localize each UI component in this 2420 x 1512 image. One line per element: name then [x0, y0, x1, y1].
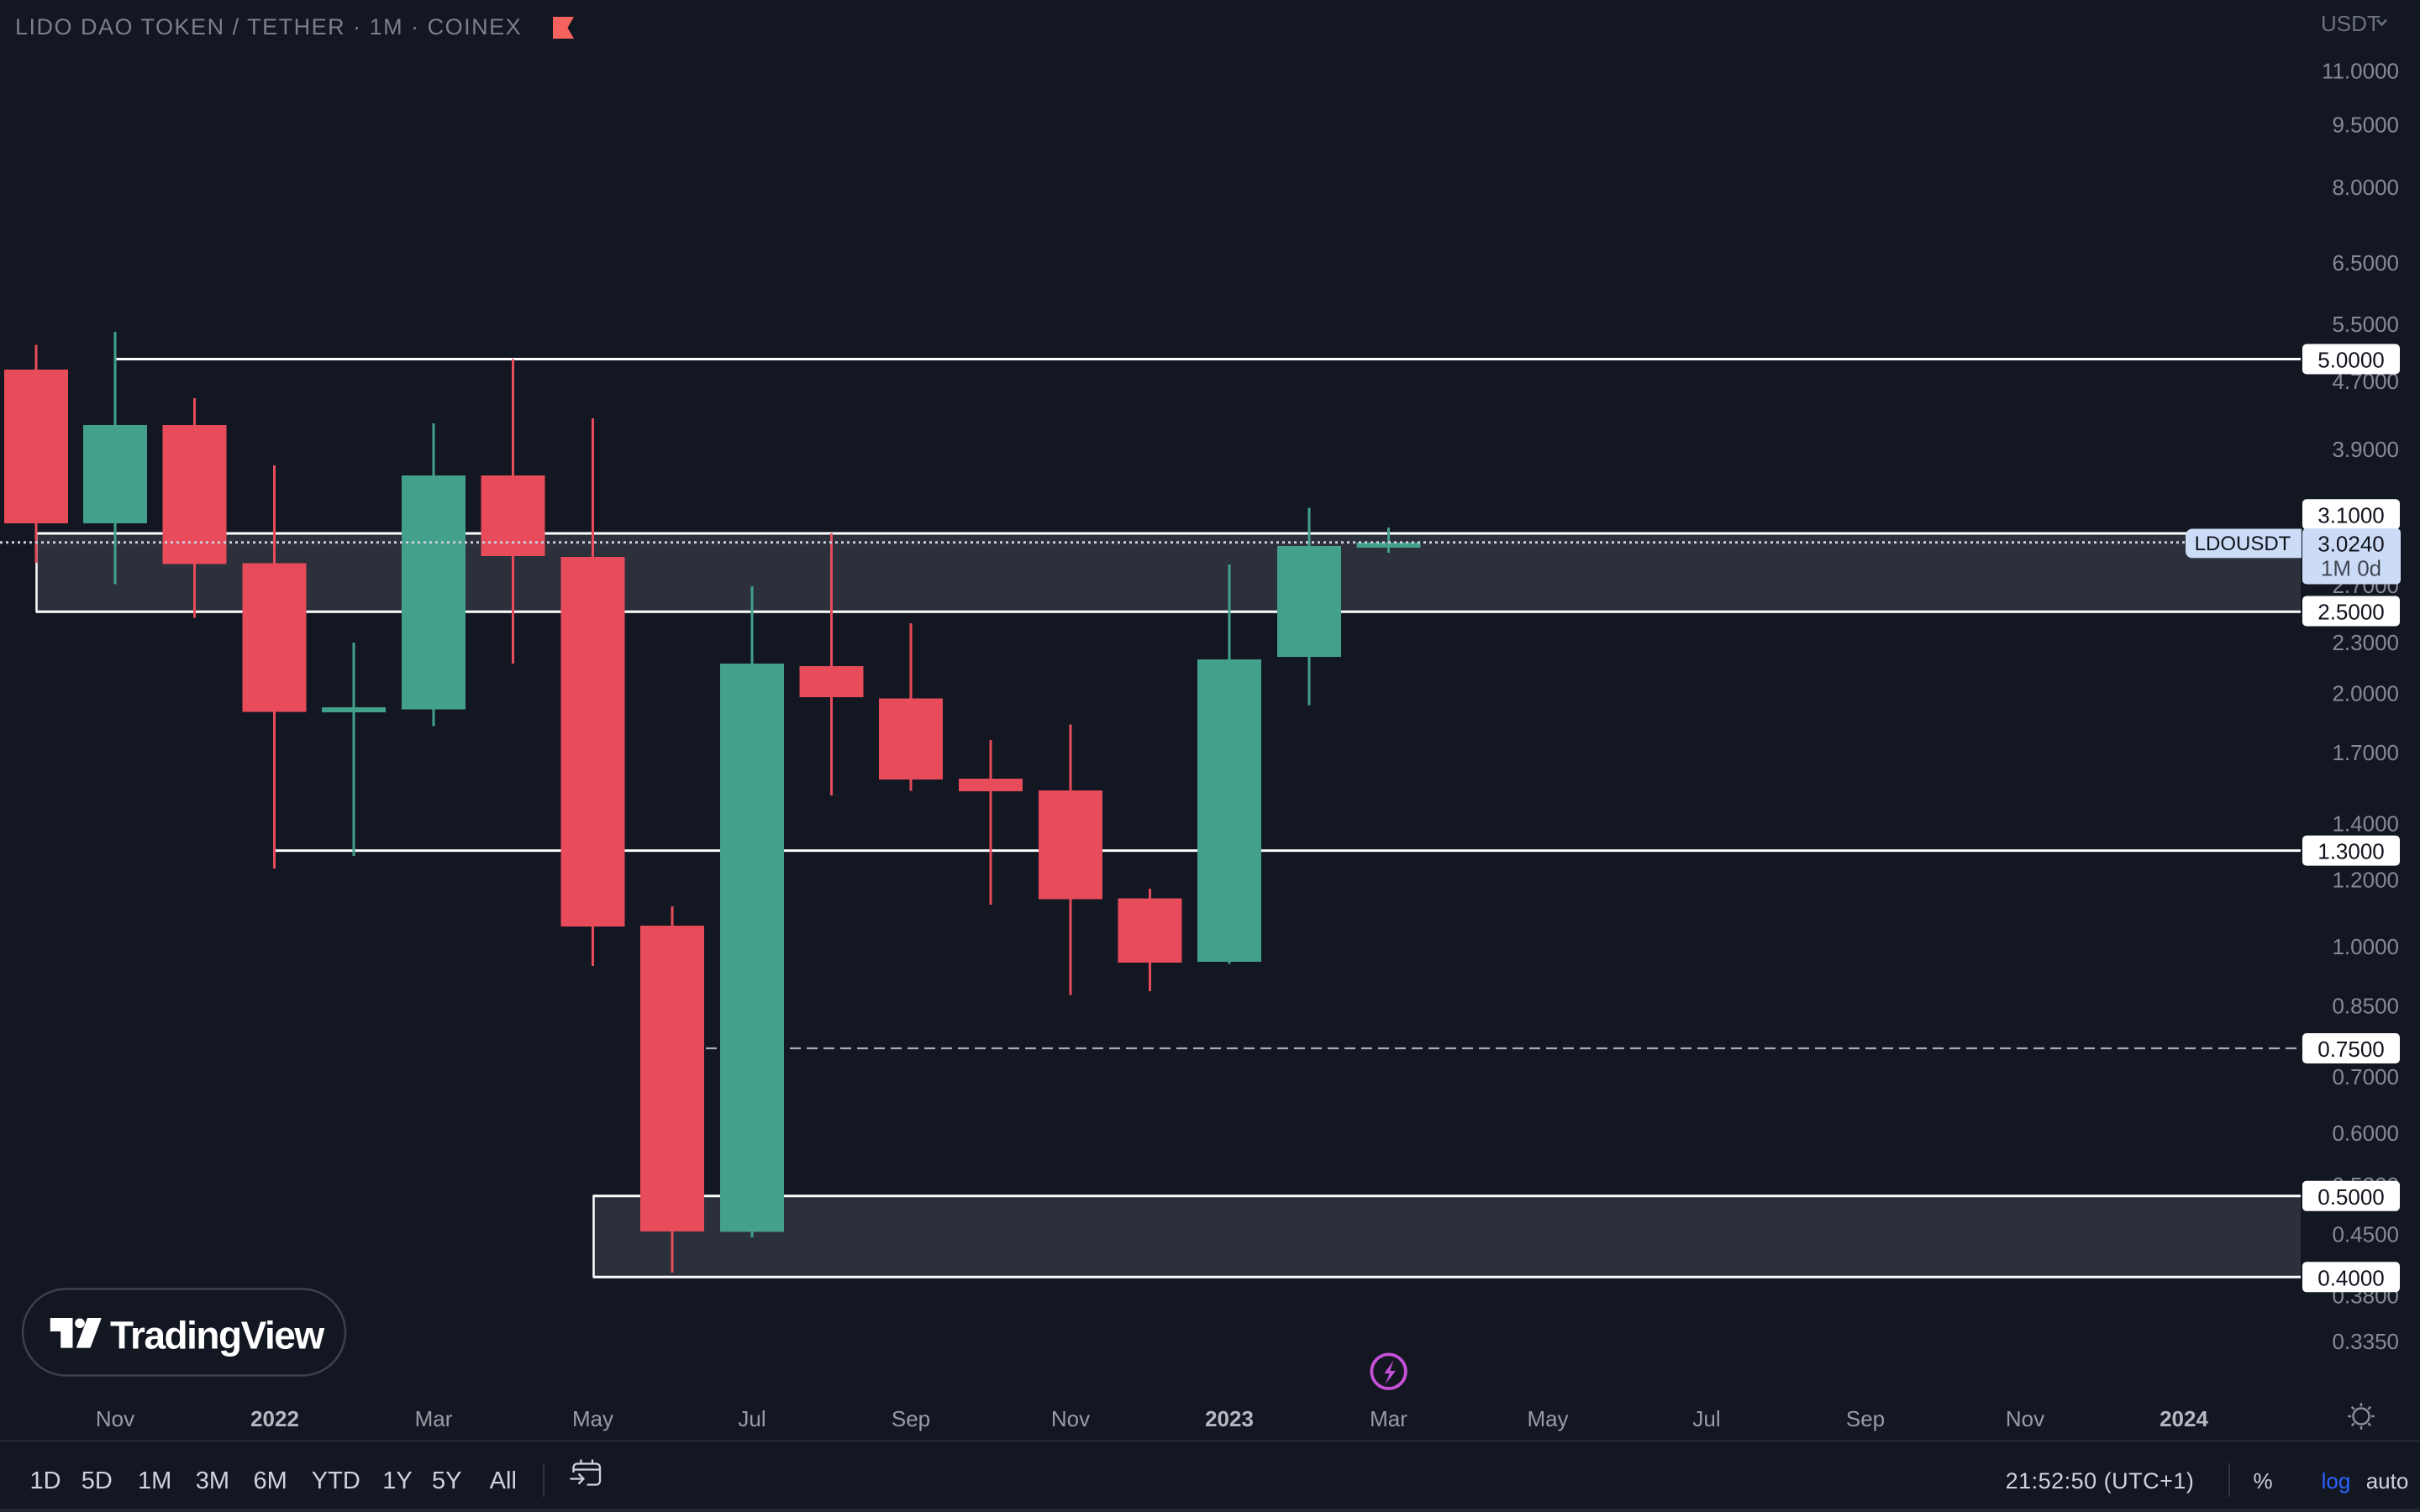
svg-text:USDT: USDT	[2321, 11, 2381, 36]
svg-text:0.3350: 0.3350	[2332, 1329, 2399, 1354]
svg-text:2.3000: 2.3000	[2332, 630, 2399, 655]
svg-text:2023: 2023	[1205, 1406, 1254, 1431]
svg-text:%: %	[2253, 1468, 2272, 1494]
svg-text:5Y: 5Y	[432, 1467, 461, 1494]
svg-text:Jul: Jul	[738, 1406, 765, 1431]
svg-text:All: All	[490, 1467, 517, 1494]
svg-text:1.4000: 1.4000	[2332, 811, 2399, 837]
svg-text:0.7000: 0.7000	[2332, 1064, 2399, 1089]
svg-text:Mar: Mar	[415, 1406, 453, 1431]
svg-text:0.7500: 0.7500	[2317, 1037, 2385, 1062]
svg-text:11.0000: 11.0000	[2322, 59, 2399, 84]
svg-text:0.6000: 0.6000	[2332, 1121, 2399, 1146]
svg-text:8.0000: 8.0000	[2332, 175, 2399, 200]
svg-text:5D: 5D	[82, 1467, 113, 1494]
svg-text:2022: 2022	[250, 1406, 299, 1431]
svg-text:log: log	[2322, 1468, 2351, 1494]
svg-text:Nov: Nov	[96, 1406, 134, 1431]
svg-text:auto: auto	[2366, 1468, 2409, 1494]
svg-text:3M: 3M	[196, 1467, 229, 1494]
svg-text:9.5000: 9.5000	[2332, 112, 2399, 137]
svg-text:May: May	[1527, 1406, 1568, 1431]
svg-text:21:52:50 (UTC+1): 21:52:50 (UTC+1)	[2006, 1468, 2195, 1494]
svg-text:Sep: Sep	[1846, 1406, 1885, 1431]
svg-text:3.0240: 3.0240	[2317, 532, 2385, 557]
svg-text:Sep: Sep	[892, 1406, 930, 1431]
svg-text:1.3000: 1.3000	[2317, 839, 2385, 864]
svg-text:Jul: Jul	[1692, 1406, 1720, 1431]
svg-text:1.0000: 1.0000	[2332, 934, 2399, 959]
svg-text:1.7000: 1.7000	[2332, 740, 2399, 765]
svg-text:0.4000: 0.4000	[2317, 1265, 2385, 1290]
svg-text:1.2000: 1.2000	[2332, 868, 2399, 893]
svg-text:1Y: 1Y	[382, 1467, 412, 1494]
svg-text:LIDO DAO TOKEN / TETHER · 1M ·: LIDO DAO TOKEN / TETHER · 1M · COINEX	[15, 14, 522, 39]
svg-text:0.5000: 0.5000	[2317, 1184, 2385, 1210]
svg-text:1M: 1M	[138, 1467, 171, 1494]
svg-text:TradingView: TradingView	[110, 1314, 324, 1357]
svg-text:2024: 2024	[2160, 1406, 2208, 1431]
svg-text:3.1000: 3.1000	[2317, 502, 2385, 528]
svg-text:6M: 6M	[254, 1467, 287, 1494]
svg-text:0.8500: 0.8500	[2332, 994, 2399, 1019]
svg-text:5.0000: 5.0000	[2317, 348, 2385, 373]
svg-text:2.0000: 2.0000	[2332, 681, 2399, 706]
svg-text:5.5000: 5.5000	[2332, 312, 2399, 337]
svg-text:Nov: Nov	[2006, 1406, 2044, 1431]
svg-text:LDOUSDT: LDOUSDT	[2195, 533, 2291, 555]
svg-text:3.9000: 3.9000	[2332, 437, 2399, 462]
svg-text:Nov: Nov	[1051, 1406, 1090, 1431]
svg-text:Mar: Mar	[1370, 1406, 1407, 1431]
svg-text:1D: 1D	[29, 1467, 60, 1494]
svg-text:May: May	[572, 1406, 613, 1431]
svg-text:YTD: YTD	[312, 1467, 360, 1494]
svg-text:1M 0d: 1M 0d	[2321, 556, 2381, 581]
svg-text:2.5000: 2.5000	[2317, 600, 2385, 625]
svg-text:6.5000: 6.5000	[2332, 250, 2399, 276]
svg-text:0.4500: 0.4500	[2332, 1222, 2399, 1247]
